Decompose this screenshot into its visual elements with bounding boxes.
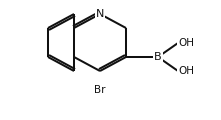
Text: OH: OH [178,66,194,76]
Text: OH: OH [178,38,194,48]
Text: Br: Br [94,85,106,95]
Text: N: N [96,9,104,19]
Text: B: B [154,52,162,62]
